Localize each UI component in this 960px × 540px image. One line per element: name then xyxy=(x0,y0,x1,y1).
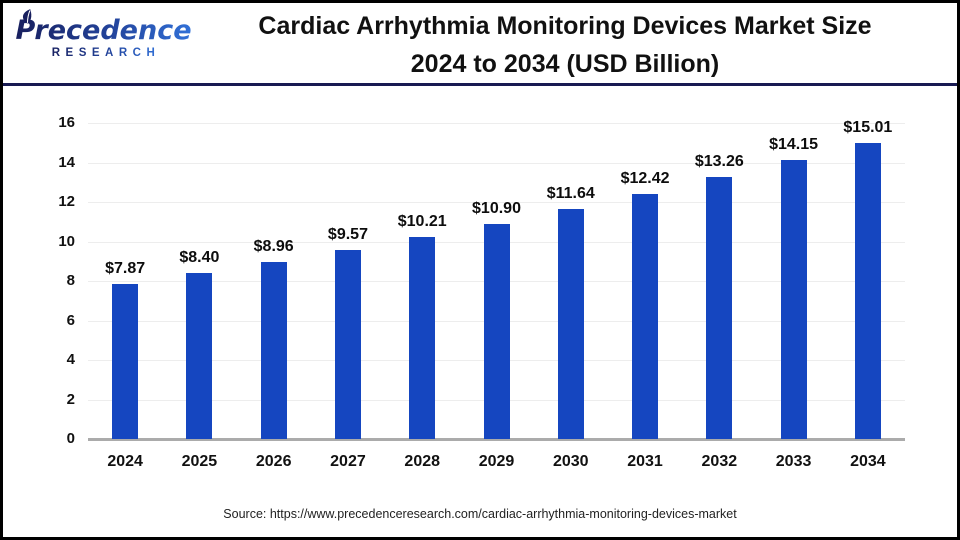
bar-2028 xyxy=(409,237,436,439)
x-tick-label: 2032 xyxy=(701,453,738,470)
bar-value-label: $13.26 xyxy=(694,153,744,171)
bar-2034 xyxy=(854,142,881,439)
y-tick-label: 16 xyxy=(58,114,75,131)
bar-value-label: $8.40 xyxy=(179,249,220,267)
bar-value-label: $10.90 xyxy=(472,199,521,217)
bar-2026 xyxy=(260,262,287,439)
precedence-research-logo: Precedence RESEARCH xyxy=(15,9,192,59)
bar-2027 xyxy=(334,250,361,439)
source-attribution: Source: https://www.precedenceresearch.c… xyxy=(223,507,737,521)
header: Precedence RESEARCH Cardiac Arrhythmia M… xyxy=(3,3,957,86)
bar-2033 xyxy=(780,159,807,439)
y-tick-label: 10 xyxy=(58,232,75,250)
y-tick-label: 4 xyxy=(66,351,75,368)
gridline xyxy=(88,162,905,164)
logo-wordmark: Precedence xyxy=(15,15,192,46)
bar-value-label: $10.21 xyxy=(397,213,447,231)
bar-2032 xyxy=(706,177,733,439)
y-tick-label: 0 xyxy=(66,430,75,447)
x-tick-label: 2034 xyxy=(850,453,886,470)
x-tick-label: 2031 xyxy=(627,453,663,470)
x-tick-label: 2026 xyxy=(255,453,292,470)
gridline xyxy=(88,123,905,124)
leaf-icon xyxy=(22,9,32,24)
bar-value-label: $9.57 xyxy=(327,226,368,243)
x-tick-label: 2029 xyxy=(478,453,515,470)
bar-2031 xyxy=(632,193,659,439)
bar-2029 xyxy=(483,223,510,439)
gridline xyxy=(88,202,905,203)
logo-subtitle: RESEARCH xyxy=(47,47,161,59)
chart-title-line1: Cardiac Arrhythmia Monitoring Devices Ma… xyxy=(258,12,872,40)
bar-2024 xyxy=(112,283,139,439)
plot-area: $7.87 $8.40 $8.96 $9.57 $10.21 $10.90 $11.64 $1… xyxy=(88,119,905,441)
x-tick-label: 2033 xyxy=(775,453,812,470)
x-tick-label: 2028 xyxy=(404,453,441,470)
y-tick-label: 6 xyxy=(66,311,75,329)
y-tick-label: 14 xyxy=(58,153,75,171)
chart-section: 0 2 4 6 8 10 12 14 16 $7.87 $8.40 $8.96 $9.57 $10.21… xyxy=(3,86,957,534)
bar-value-label: $7.87 xyxy=(105,259,146,277)
x-tick-label: 2024 xyxy=(107,453,143,470)
x-tick-label: 2025 xyxy=(181,453,218,470)
bar-value-label: $11.64 xyxy=(546,185,595,203)
bar-value-label: $14.15 xyxy=(769,135,819,153)
x-tick-label: 2027 xyxy=(330,453,366,470)
chart-title-line2: 2024 to 2034 (USD Billion) xyxy=(410,50,720,78)
y-tick-label: 2 xyxy=(66,390,75,408)
y-tick-label: 12 xyxy=(58,193,75,210)
bar-value-label: $15.01 xyxy=(843,118,893,136)
x-tick-label: 2030 xyxy=(552,453,589,470)
x-axis-baseline xyxy=(88,438,905,441)
bar-2025 xyxy=(186,273,213,439)
bar-value-label: $8.96 xyxy=(253,238,294,256)
y-tick-label: 8 xyxy=(66,272,75,289)
bar-2030 xyxy=(557,209,584,439)
chart-title: Cardiac Arrhythmia Monitoring Devices Ma… xyxy=(193,7,937,83)
bar-value-label: $12.42 xyxy=(620,169,670,187)
